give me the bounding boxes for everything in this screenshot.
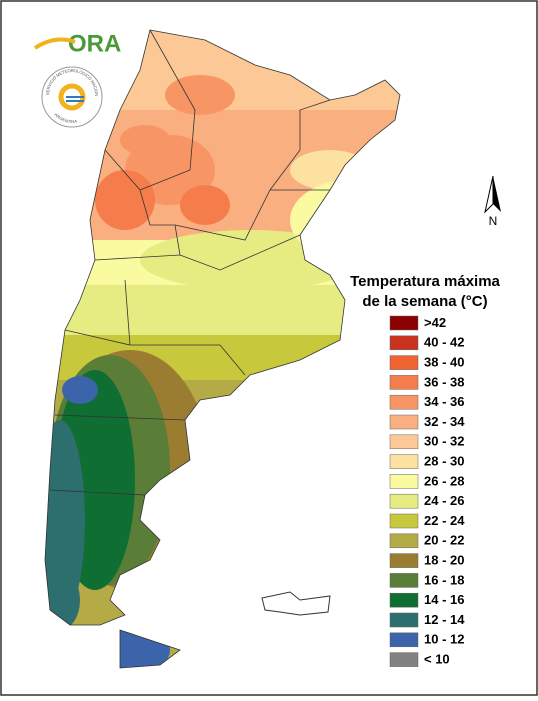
legend-swatch bbox=[389, 493, 419, 509]
north-arrow: N bbox=[484, 175, 501, 228]
zone bbox=[165, 75, 235, 115]
legend-swatch bbox=[389, 414, 419, 430]
legend-label: < 10 bbox=[424, 652, 450, 667]
legend-label: 30 - 32 bbox=[424, 434, 464, 449]
legend-swatch bbox=[389, 533, 419, 549]
legend-label: 40 - 42 bbox=[424, 335, 464, 350]
legend-swatch bbox=[389, 315, 419, 331]
legend-label: 26 - 28 bbox=[424, 473, 464, 488]
legend-swatch bbox=[389, 394, 419, 410]
legend-label: 20 - 22 bbox=[424, 533, 464, 548]
zone bbox=[180, 185, 230, 225]
malvinas bbox=[261, 591, 331, 616]
legend-swatch bbox=[389, 592, 419, 608]
zone bbox=[95, 170, 155, 230]
zone bbox=[62, 376, 98, 404]
legend-label: 28 - 30 bbox=[424, 454, 464, 469]
legend-label: 10 - 12 bbox=[424, 632, 464, 647]
legend-swatch bbox=[389, 573, 419, 588]
legend-swatch bbox=[389, 375, 419, 390]
legend-label: 24 - 26 bbox=[424, 493, 464, 508]
legend-label: 12 - 14 bbox=[424, 612, 465, 627]
legend-label: 32 - 34 bbox=[424, 414, 465, 429]
legend-swatch bbox=[389, 612, 419, 628]
north-label: N bbox=[489, 214, 498, 228]
legend-label: 38 - 40 bbox=[424, 355, 464, 370]
legend: >42 40 - 42 38 - 40 36 - 38 34 - 36 32 - 34 30… bbox=[389, 315, 465, 667]
legend-label: 14 - 16 bbox=[424, 592, 464, 607]
legend-title: Temperatura máxima bbox=[350, 273, 500, 290]
zone bbox=[120, 125, 170, 155]
legend-label: 16 - 18 bbox=[424, 572, 464, 587]
legend-label: 22 - 24 bbox=[424, 513, 465, 528]
legend-swatch bbox=[389, 434, 419, 450]
legend-swatch bbox=[389, 454, 419, 469]
legend-label: 36 - 38 bbox=[424, 374, 464, 389]
legend-label: 18 - 20 bbox=[424, 553, 464, 568]
logo-text: ORA bbox=[68, 30, 121, 57]
legend-swatch bbox=[389, 652, 419, 667]
legend-swatch bbox=[389, 355, 419, 370]
legend-swatch bbox=[389, 335, 419, 351]
legend-swatch bbox=[389, 513, 419, 529]
legend-swatch bbox=[389, 474, 419, 489]
legend-title: de la semana (°C) bbox=[362, 293, 487, 310]
legend-label: 34 - 36 bbox=[424, 394, 464, 409]
legend-swatch bbox=[389, 632, 419, 648]
legend-label: >42 bbox=[424, 315, 446, 330]
legend-swatch bbox=[389, 553, 419, 568]
province-borders bbox=[44, 29, 401, 669]
